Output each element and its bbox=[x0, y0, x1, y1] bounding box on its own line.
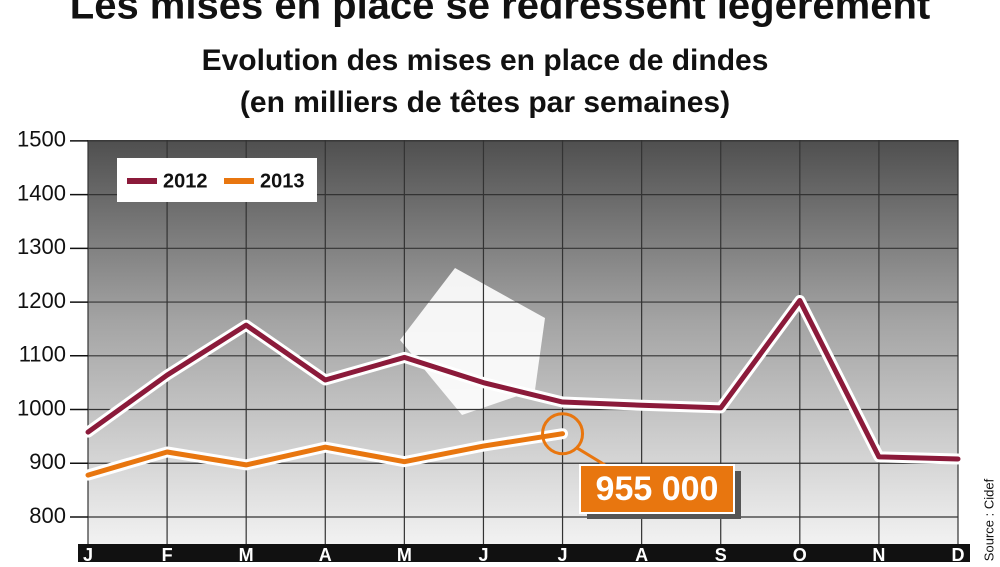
x-tick-label: J bbox=[478, 545, 488, 562]
x-tick-label: F bbox=[162, 545, 173, 562]
chart-subtitle: (en milliers de têtes par semaines) bbox=[240, 86, 730, 119]
series-line bbox=[85, 297, 961, 462]
y-tick-label: 1500 bbox=[17, 127, 66, 152]
legend-label: 2012 bbox=[163, 170, 208, 192]
x-tick-label: O bbox=[793, 545, 807, 562]
y-tick-label: 1000 bbox=[17, 395, 66, 420]
x-tick-label: A bbox=[635, 545, 648, 562]
arrow-decoration bbox=[400, 268, 545, 415]
chart-title: Evolution des mises en place de dindes bbox=[202, 44, 769, 77]
x-tick-label: J bbox=[83, 545, 93, 562]
x-tick-label: M bbox=[397, 545, 412, 562]
y-tick-label: 900 bbox=[29, 449, 66, 474]
y-tick-label: 800 bbox=[29, 503, 66, 528]
series-line bbox=[85, 431, 566, 478]
annotation-circle bbox=[541, 412, 585, 456]
x-tick-label: A bbox=[319, 545, 332, 562]
y-tick-label: 1400 bbox=[17, 180, 66, 205]
x-tick-label: D bbox=[952, 545, 965, 562]
annotation-label: 955 000 bbox=[596, 470, 719, 508]
x-tick-label: N bbox=[872, 545, 885, 562]
headline: Les mises en place se redressent légèrem… bbox=[70, 0, 930, 28]
y-tick-label: 1300 bbox=[17, 234, 66, 259]
x-tick-label: J bbox=[558, 545, 568, 562]
source: Source : Cidef bbox=[981, 478, 996, 561]
y-tick-label: 1100 bbox=[19, 342, 66, 367]
x-tick-label: M bbox=[239, 545, 254, 562]
annotation-box bbox=[579, 464, 735, 514]
month-band bbox=[78, 544, 970, 562]
legend-label: 2013 bbox=[260, 170, 305, 192]
x-tick-label: S bbox=[715, 545, 727, 562]
y-tick-label: 1200 bbox=[17, 288, 66, 313]
